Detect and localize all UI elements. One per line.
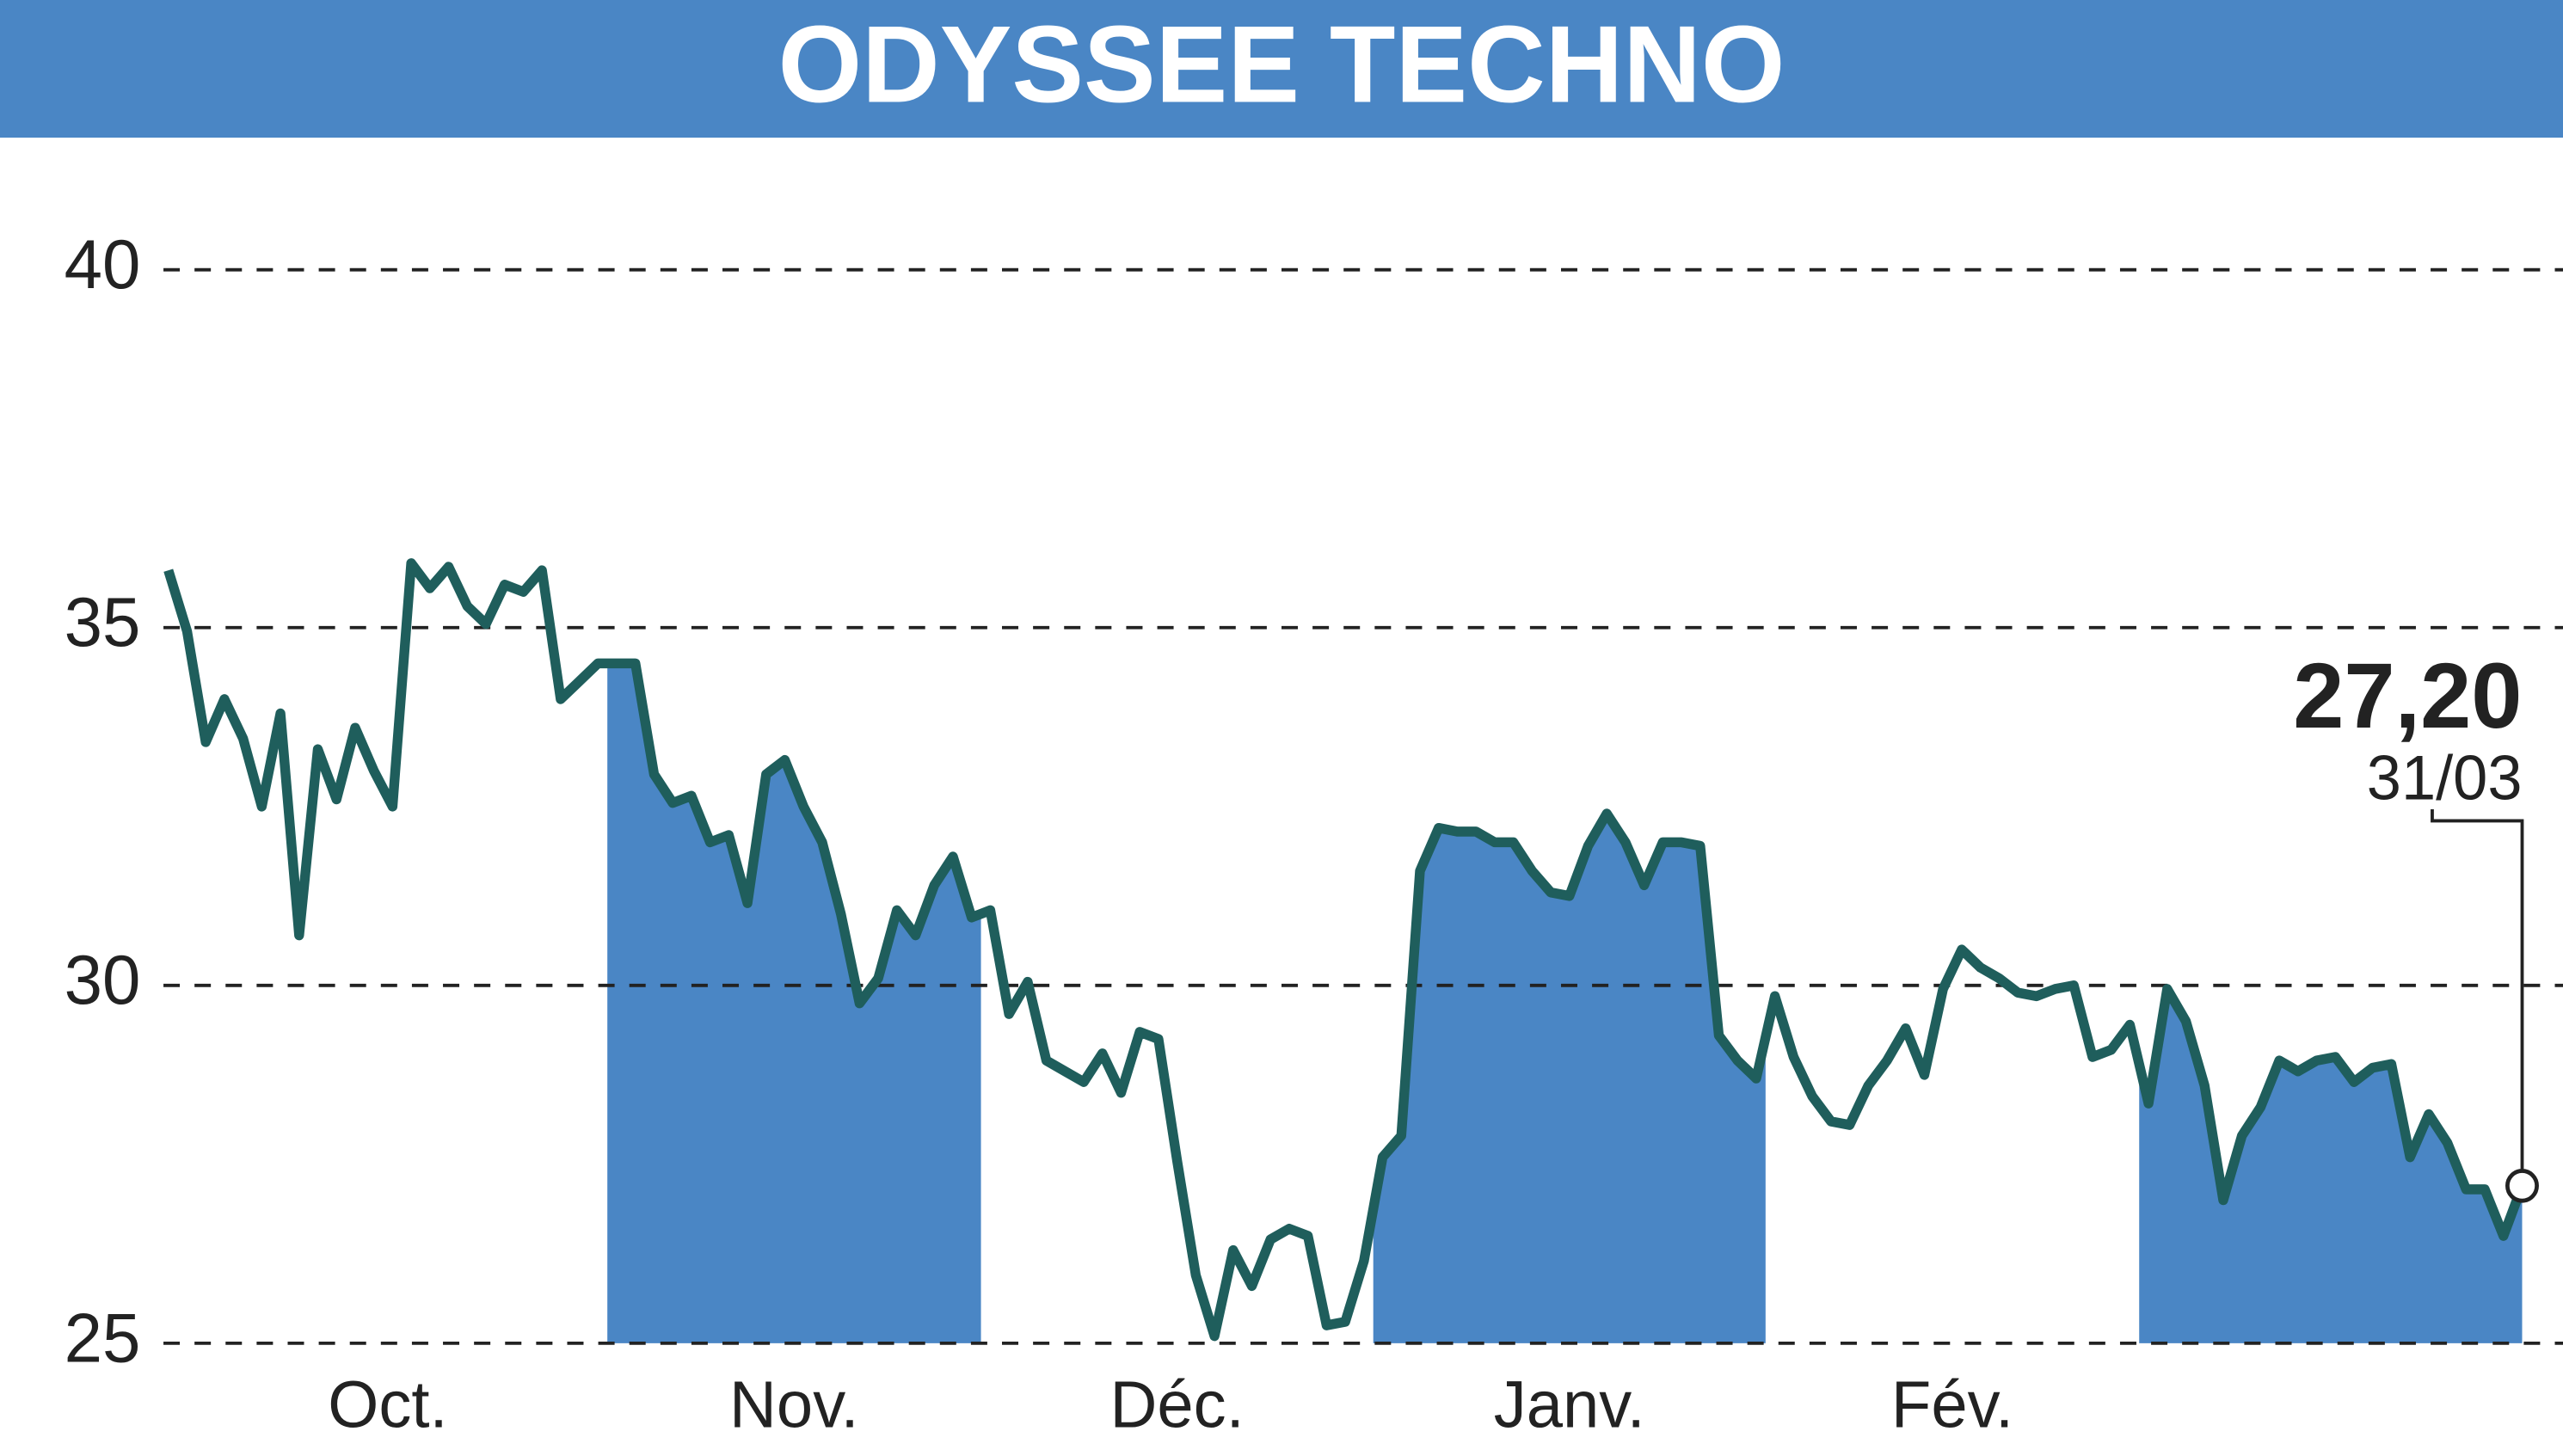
y-tick-label: 35 [65,584,141,662]
last-date-label: 31/03 [2367,743,2523,814]
month-band [2139,988,2523,1343]
y-tick-label: 25 [65,1299,141,1378]
title-bar [0,0,2563,138]
leader-line [2431,808,2524,1186]
x-tick-label: Janv. [1494,1368,1645,1442]
x-tick-label: Déc. [1109,1368,1244,1442]
x-tick-label: Nov. [729,1368,859,1442]
last-value-label: 27,20 [2293,643,2522,747]
x-tick-label: Oct. [328,1368,447,1442]
chart-title: ODYSSEE TECHNO [778,3,1785,126]
y-tick-label: 30 [65,942,141,1020]
price-line [163,558,2527,1342]
month-band [607,663,981,1343]
y-tick-label: 40 [65,226,141,304]
last-point [2505,1169,2539,1203]
x-tick-label: Fév. [1891,1368,2013,1442]
month-band [1373,814,1766,1343]
